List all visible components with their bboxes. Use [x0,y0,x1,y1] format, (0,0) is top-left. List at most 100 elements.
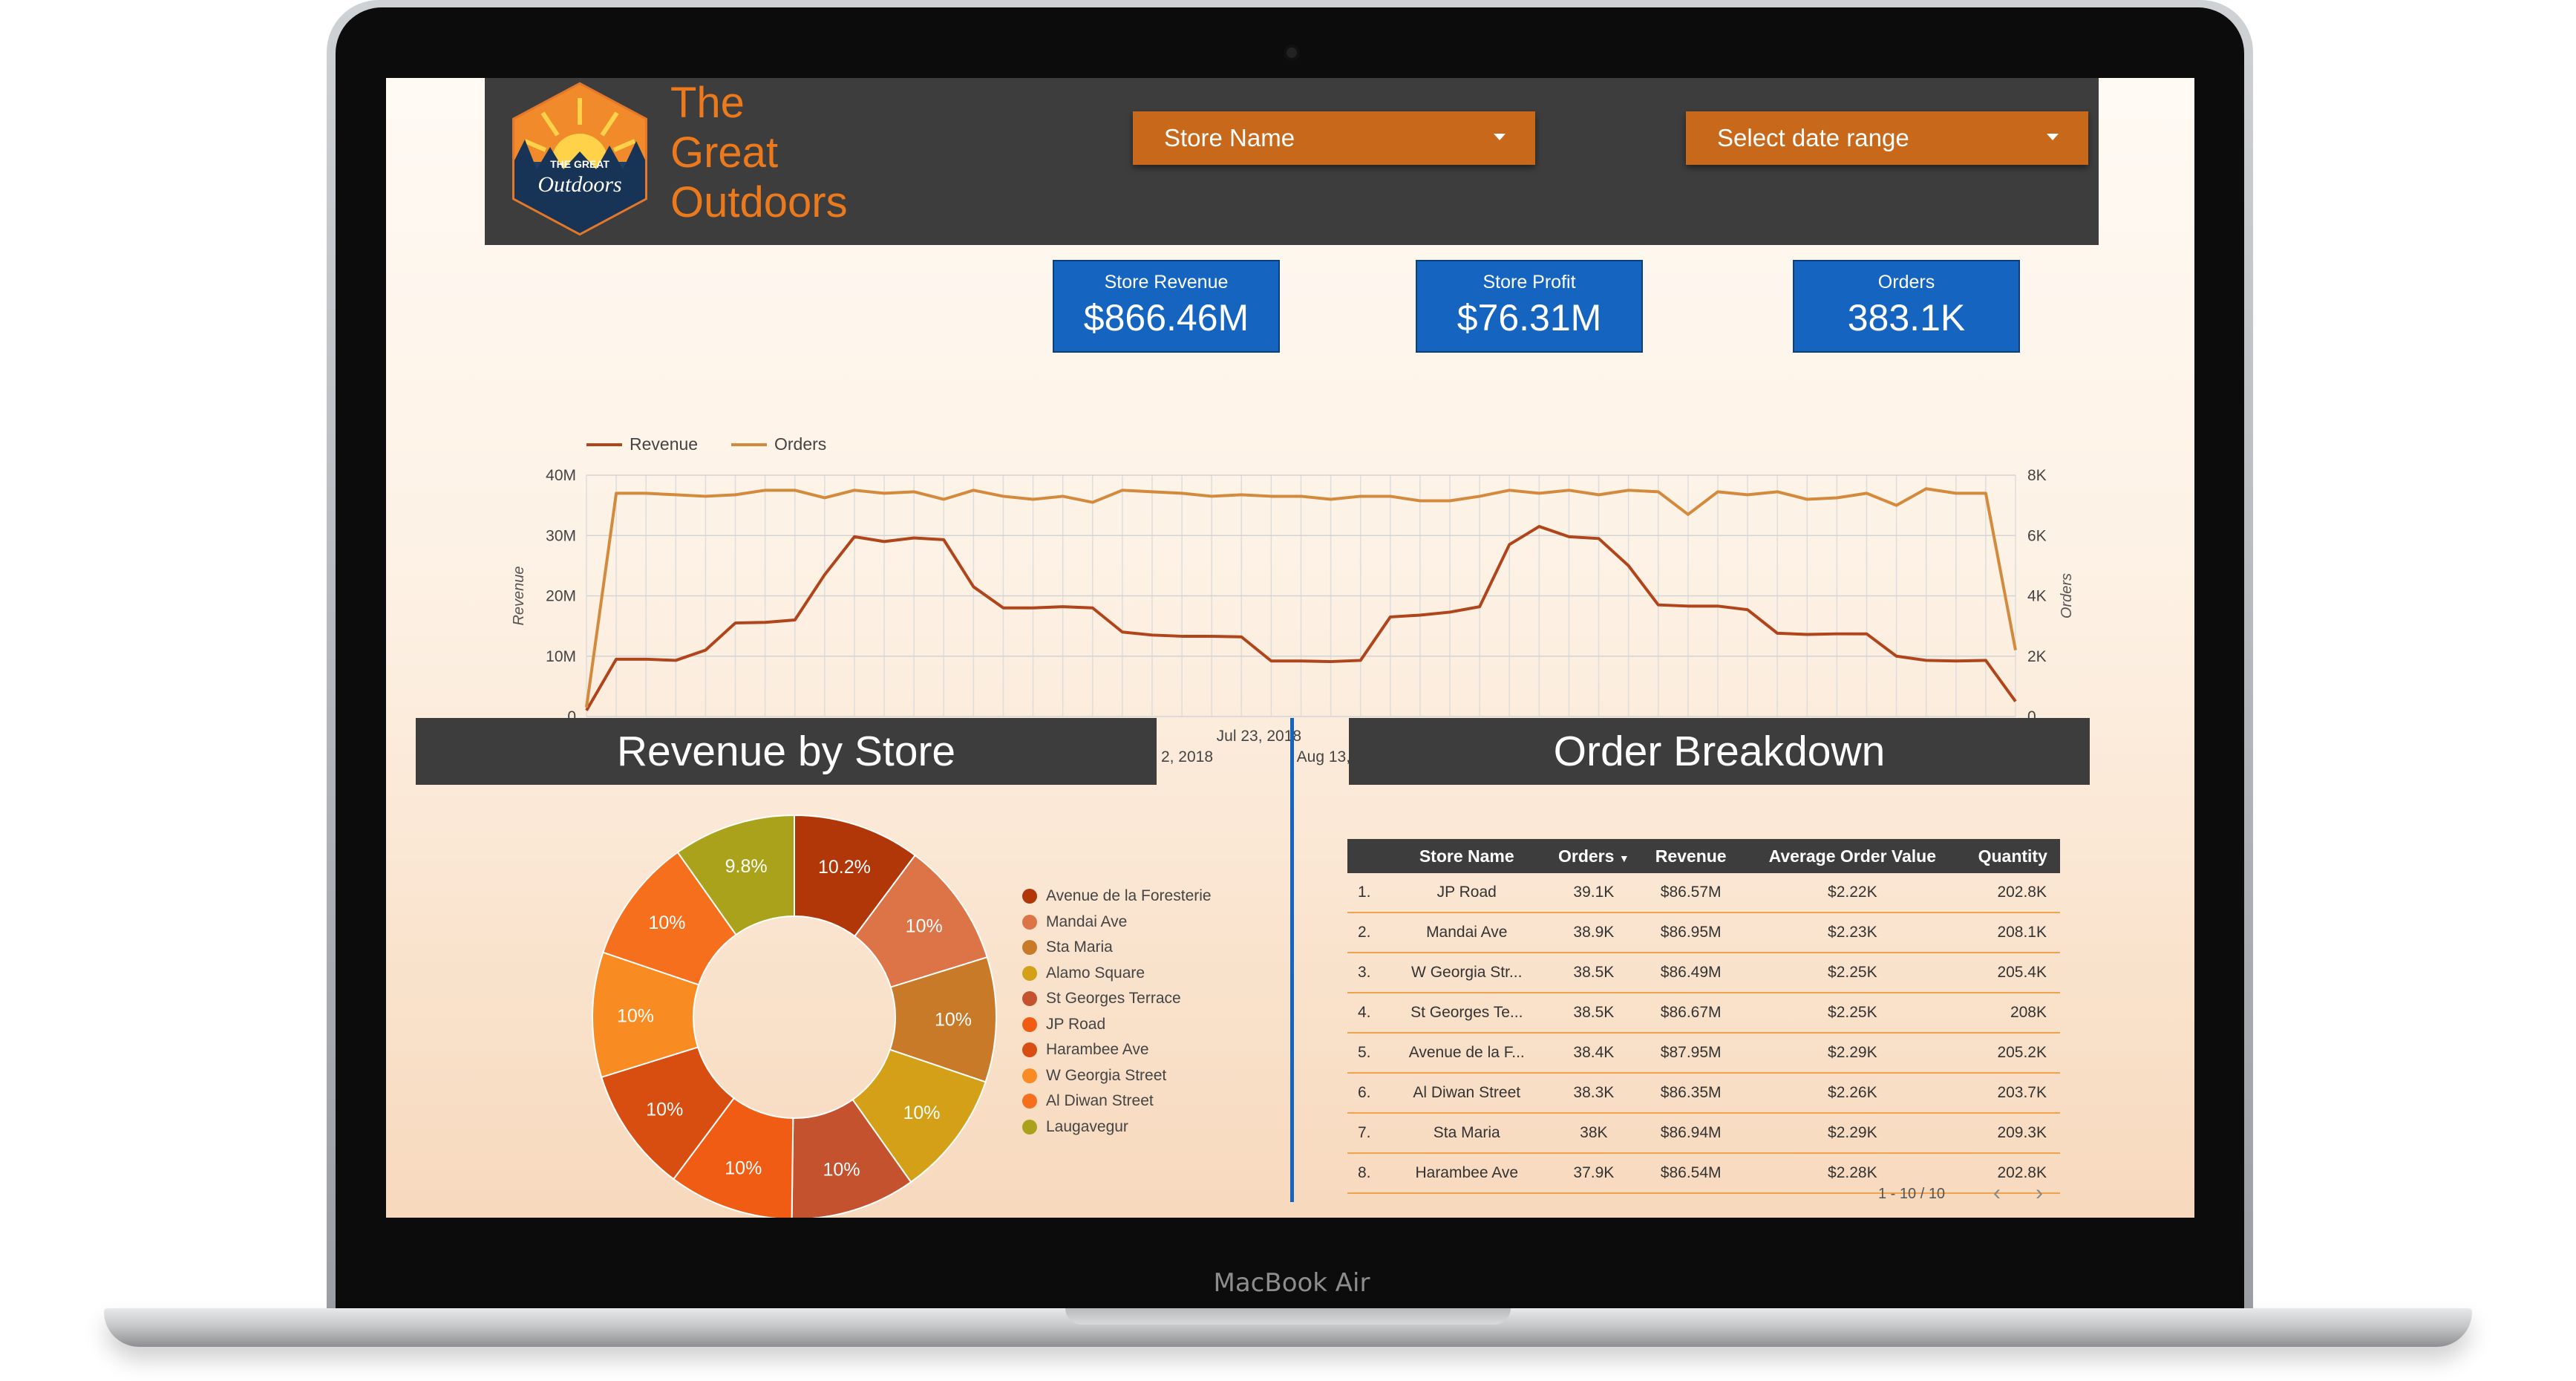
table-cell: St Georges Te... [1388,993,1546,1034]
legend-dot [1022,940,1037,956]
table-row[interactable]: 5. Avenue de la F... 38.4K $87.95M $2.29K 205… [1347,1033,2060,1074]
legend-item[interactable]: Alamo Square [1022,961,1212,987]
table-cell: 38.5K [1545,953,1643,993]
table-cell: 38K [1545,1113,1643,1154]
pie-slice[interactable] [791,1098,912,1218]
table-row[interactable]: 4. St Georges Te... 38.5K $86.67M $2.25K 208K [1347,993,2060,1034]
kpi-store-profit: Store Profit $76.31M [1416,260,1643,353]
table-cell: 208.1K [1965,912,2060,953]
brand-line: Great [670,128,779,177]
y-axis-title: Revenue [511,566,527,625]
store-name-dropdown[interactable]: Store Name [1133,111,1535,165]
table-cell: $2.26K [1739,1073,1966,1114]
legend-label: Sta Maria [1046,938,1113,956]
y2-tick-label: 6K [2027,527,2047,544]
caret-down-icon [1494,134,1506,140]
pie-legend: Avenue de la Foresterie Mandai Ave Sta Mar… [1022,884,1212,1140]
legend-item[interactable]: JP Road [1022,1012,1212,1038]
revenue-by-store-header: Revenue by Store [416,718,1157,785]
table-cell: Al Diwan Street [1388,1073,1546,1114]
table-cell: $2.29K [1739,1113,1966,1154]
pie-slice-label: 9.8% [725,856,768,877]
table-header-orders[interactable]: Orders ▼ [1545,839,1643,873]
table-header-store-name[interactable]: Store Name [1388,839,1546,873]
table-cell: $86.95M [1642,912,1740,953]
legend-item[interactable]: Harambee Ave [1022,1037,1212,1063]
table-cell: 209.3K [1965,1113,2060,1154]
table-cell: $2.25K [1739,993,1966,1034]
legend-label: St Georges Terrace [1046,990,1181,1008]
revenue-by-store-donut: 10.2% 10% 10% 10% 10% 10% 10% 10% 10% 9.8% [592,814,997,1218]
date-range-dropdown[interactable]: Select date range [1686,111,2088,165]
table-header-row: Store Name Orders ▼ Revenue Average Orde… [1347,839,2060,873]
brand-line: The [670,79,745,127]
table-cell: 38.9K [1545,912,1643,953]
kpi-label: Store Profit [1482,272,1576,293]
kpi-orders: Orders 383.1K [1793,260,2020,353]
table-cell: $86.49M [1642,953,1740,993]
legend-item[interactable]: St Georges Terrace [1022,986,1212,1012]
table-cell: $86.57M [1642,873,1740,913]
table-row[interactable]: 1. JP Road 39.1K $86.57M $2.22K 202.8K [1347,873,2060,913]
table-header-quantity[interactable]: Quantity [1965,839,2060,873]
y-tick-label: 30M [546,527,576,544]
table-header-index [1347,839,1388,873]
legend-item[interactable]: Al Diwan Street [1022,1088,1212,1114]
table-header-revenue[interactable]: Revenue [1642,839,1740,873]
legend-dot [1022,1068,1037,1083]
legend-label: Orders [774,434,826,454]
table-row[interactable]: 3. W Georgia Str... 38.5K $86.49M $2.25K 205.… [1347,953,2060,993]
table-cell: W Georgia Str... [1388,953,1546,993]
legend-dot [1022,1094,1037,1109]
table-row[interactable]: 2. Mandai Ave 38.9K $86.95M $2.23K 208.1K [1347,912,2060,953]
table-cell: $86.67M [1642,993,1740,1034]
pie-slice[interactable] [676,814,795,936]
chevron-right-icon[interactable]: › [2036,1181,2043,1205]
pie-slice-label: 10% [725,1158,762,1179]
table-cell: 8. [1347,1153,1388,1194]
table-cell: 202.8K [1965,1153,2060,1194]
legend-label: Laugavegur [1046,1117,1128,1135]
top-header: THE GREAT Outdoors The Great Outdoors St… [485,78,2099,245]
legend-dot [1022,889,1037,904]
order-breakdown-table: Store Name Orders ▼ Revenue Average Orde… [1347,839,2060,1194]
y-tick-label: 20M [546,588,576,605]
legend-item[interactable]: W Georgia Street [1022,1063,1212,1089]
logo-icon: THE GREAT Outdoors [512,82,647,236]
y2-tick-label: 4K [2027,588,2047,605]
device-label: MacBook Air [1213,1268,1370,1298]
legend-dot [1022,1119,1037,1134]
dashboard-screen: THE GREAT Outdoors The Great Outdoors St… [386,78,2194,1218]
pie-slice-label: 10.2% [818,857,871,878]
table-cell: $2.29K [1739,1033,1966,1074]
legend-item[interactable]: Laugavegur [1022,1114,1212,1140]
table-cell: 202.8K [1965,873,2060,913]
kpi-value: 383.1K [1847,297,1966,339]
pie-slice-label: 10% [906,915,943,936]
legend-item[interactable]: Sta Maria [1022,935,1212,961]
y2-tick-label: 0 [2027,708,2036,725]
store-name-dropdown-label: Store Name [1164,124,1295,151]
table-row[interactable]: 6. Al Diwan Street 38.3K $86.35M $2.26K 203.7… [1347,1073,2060,1114]
table-cell: 2. [1347,912,1388,953]
table-header-orders-label: Orders [1557,846,1615,866]
table-cell: 3. [1347,953,1388,993]
legend-item[interactable]: Avenue de la Foresterie [1022,884,1212,910]
table-header-average-order-value[interactable]: Average Order Value [1739,839,1966,873]
kpi-label: Store Revenue [1104,272,1229,293]
legend-label: Al Diwan Street [1046,1092,1154,1110]
table-row[interactable]: 8. Harambee Ave 37.9K $86.54M $2.28K 202.8K [1347,1153,2060,1194]
chevron-left-icon[interactable]: ‹ [1993,1181,2001,1205]
date-range-dropdown-label: Select date range [1717,124,1909,151]
table-cell: Harambee Ave [1388,1153,1546,1194]
table-cell: 7. [1347,1113,1388,1154]
kpi-label: Orders [1877,272,1935,293]
legend-label: Mandai Ave [1046,912,1128,930]
y-tick-label: 0 [567,708,576,725]
brand-title: The Great Outdoors [670,78,848,227]
brand-line: Outdoors [670,178,848,226]
table-cell: 37.9K [1545,1153,1643,1194]
table-row[interactable]: 7. Sta Maria 38K $86.94M $2.29K 209.3K [1347,1113,2060,1154]
legend-item[interactable]: Mandai Ave [1022,910,1212,936]
logo-text-top: THE GREAT [550,158,609,170]
